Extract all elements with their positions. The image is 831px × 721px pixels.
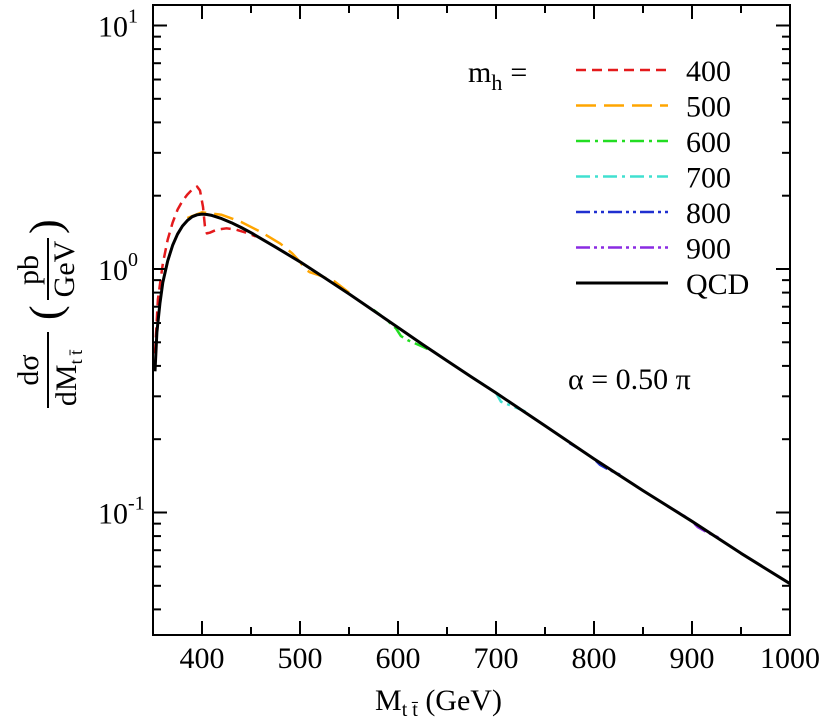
y-title-unit-numerator: pb: [12, 255, 45, 285]
y-axis-title: dσ dMt t̄ ( pb GeV ): [12, 219, 86, 408]
legend-label: 400: [686, 55, 731, 88]
x-tick-label: 900: [670, 642, 715, 675]
axis-ticks: [152, 5, 791, 635]
legend-label: 500: [686, 91, 731, 124]
y-title-unit-denominator: GeV: [48, 240, 81, 297]
x-tick-label: 800: [572, 642, 617, 675]
x-tick-label: 1000: [760, 642, 820, 675]
legend-label: QCD: [686, 268, 749, 301]
alpha-annotation: α = 0.50 π: [568, 363, 691, 396]
series-line-600: [372, 308, 438, 355]
plot-frame: [152, 4, 791, 636]
legend-label: 700: [686, 162, 731, 195]
series-layer: [153, 185, 790, 585]
legend-entry-800: 800: [576, 197, 731, 230]
legend-label: 900: [686, 233, 731, 266]
legend-label: 800: [686, 197, 731, 230]
series-line-qcd: [153, 212, 790, 585]
y-title-paren-open: (: [21, 305, 70, 320]
x-tick-label: 600: [376, 642, 421, 675]
y-tick-label: 101: [98, 6, 138, 44]
series-line-500: [186, 211, 350, 294]
y-title-numerator: dσ: [12, 354, 45, 385]
legend-entry-qcd: QCD: [576, 268, 749, 301]
x-axis-title: Mt t̄ (GeV): [375, 684, 502, 721]
legend-entry-600: 600: [576, 126, 731, 159]
series-line-700: [470, 375, 526, 413]
y-title-paren-close: ): [21, 219, 70, 234]
legend-entry-900: 900: [576, 233, 731, 266]
series-line-400: [153, 185, 257, 354]
y-title-denominator: dMt t̄: [50, 350, 86, 407]
legend-entry-400: 400: [576, 55, 731, 88]
legend-entry-500: 500: [576, 91, 731, 124]
y-tick-label: 100: [98, 249, 138, 287]
legend-entry-700: 700: [576, 162, 731, 195]
x-tick-label: 400: [180, 642, 225, 675]
legend-label: 600: [686, 126, 731, 159]
legend-title: mh =: [468, 56, 527, 95]
x-tick-label: 700: [474, 642, 519, 675]
y-tick-label: 10-1: [98, 493, 145, 531]
x-tick-label: 500: [278, 642, 323, 675]
